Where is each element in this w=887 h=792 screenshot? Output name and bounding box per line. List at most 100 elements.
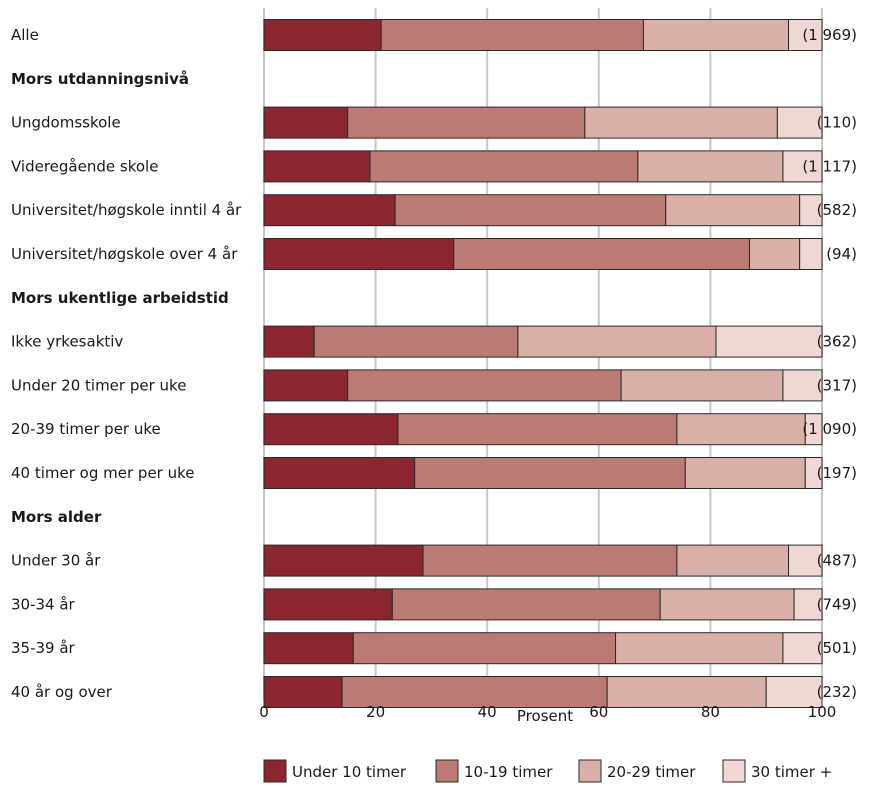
legend-label: 10-19 timer (464, 763, 553, 781)
x-tick-label: 60 (589, 703, 608, 721)
row-label: Alle (11, 26, 39, 44)
legend-label: 30 timer + (751, 763, 832, 781)
bar-segment (748, 238, 801, 270)
x-tick-label: 40 (478, 703, 497, 721)
bar-segment (263, 325, 315, 358)
legend-label: Under 10 timer (292, 763, 407, 781)
bar-segment (397, 413, 678, 446)
bar-segment (788, 544, 823, 577)
bar-segment (782, 632, 823, 665)
legend-item: 10-19 timer (435, 759, 553, 783)
bar-segment (263, 238, 455, 270)
bar-segment (263, 194, 396, 227)
bar-segment (263, 544, 424, 577)
bar-segment (263, 106, 349, 139)
count-label: (749) (817, 595, 857, 613)
x-tick-label: 80 (701, 703, 720, 721)
count-label: (362) (817, 333, 857, 351)
group-heading: Mors ukentlige arbeidstid (11, 289, 229, 307)
row-label: Under 30 år (11, 552, 101, 570)
bar-segment (676, 544, 790, 577)
bars (263, 19, 823, 708)
group-heading: Mors alder (11, 508, 102, 526)
count-label: (582) (817, 201, 857, 219)
bar-segment (642, 19, 790, 51)
bar-segment (676, 413, 806, 446)
bar-segment (347, 369, 622, 402)
row-label: Under 20 timer per uke (11, 376, 186, 394)
bar-segment (804, 413, 823, 446)
bar-segment (352, 632, 617, 665)
bar-segment (793, 588, 823, 621)
count-label: (1 117) (802, 157, 857, 175)
legend-item: 20-29 timer (578, 759, 696, 783)
row-label: Ikke yrkesaktiv (11, 333, 123, 351)
row-label: 40 år og over (11, 683, 113, 701)
bar-segment (380, 19, 644, 51)
bar-segment (765, 676, 823, 708)
count-label: (232) (817, 683, 857, 701)
bar-segment (391, 588, 661, 621)
bar-segment (394, 194, 667, 227)
row-label: 40 timer og mer per uke (11, 464, 195, 482)
row-labels: Alle Mors utdanningsnivå Ungdomsskole Vider… (11, 26, 242, 701)
x-tick-label: 20 (366, 703, 385, 721)
bar-segment (637, 150, 784, 183)
row-label: 30-34 år (11, 595, 76, 613)
bar-segment (313, 325, 519, 358)
x-axis-ticks: 0 20 40 60 80 100 (259, 703, 836, 721)
bar-segment (263, 369, 349, 402)
bar-segment (804, 457, 823, 489)
bar-segment (369, 150, 639, 183)
bar-segment (263, 150, 371, 183)
bar-segment (615, 632, 784, 665)
count-label: (1 969) (802, 26, 857, 44)
bar-segment (414, 457, 686, 489)
legend-item: Under 10 timer (263, 759, 407, 783)
count-label: (1 090) (802, 420, 857, 438)
row-label: Universitet/høgskole inntil 4 år (11, 201, 242, 219)
count-label: (110) (817, 114, 857, 132)
bar-segment (776, 106, 823, 139)
count-label: (317) (817, 376, 857, 394)
bar-segment (347, 106, 586, 139)
row-label: Universitet/høgskole over 4 år (11, 245, 238, 263)
row-label: 20-39 timer per uke (11, 420, 161, 438)
bar-segment (263, 19, 382, 51)
x-tick-label: 100 (808, 703, 837, 721)
x-axis-title: Prosent (517, 707, 573, 725)
bar-segment (799, 194, 823, 227)
count-labels: (1 969) (110) (1 117) (582) (94) (362) (317) (1… (802, 26, 857, 701)
legend-label: 20-29 timer (607, 763, 696, 781)
count-label: (501) (817, 639, 857, 657)
bar-segment (684, 457, 806, 489)
bar-segment (517, 325, 717, 358)
bar-segment (799, 238, 823, 270)
bar-segment (788, 19, 823, 51)
bar-segment (620, 369, 784, 402)
row-label: Videregående skole (11, 157, 158, 175)
count-label: (487) (817, 552, 857, 570)
group-heading: Mors utdanningsnivå (11, 70, 189, 88)
count-label: (197) (817, 464, 857, 482)
bar-segment (782, 150, 823, 183)
legend-swatch (578, 759, 602, 783)
bar-segment (341, 676, 608, 708)
legend-swatch (435, 759, 459, 783)
row-label: 35-39 år (11, 639, 76, 657)
row-label: Ungdomsskole (11, 114, 121, 132)
bar-segment (606, 676, 767, 708)
legend-swatch (722, 759, 746, 783)
bar-segment (263, 457, 416, 489)
legend-item: 30 timer + (722, 759, 832, 783)
legend: Under 10 timer 10-19 timer 20-29 timer 30 t… (263, 759, 832, 783)
bar-segment (263, 588, 393, 621)
bar-segment (782, 369, 823, 402)
x-tick-label: 0 (259, 703, 269, 721)
bar-segment (715, 325, 823, 358)
bar-segment (422, 544, 678, 577)
bar-segment (665, 194, 801, 227)
bar-segment (263, 676, 343, 708)
bar-segment (453, 238, 750, 270)
